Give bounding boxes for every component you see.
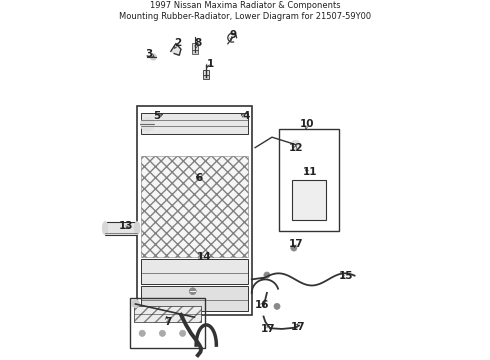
Bar <box>141 156 248 257</box>
Text: 5: 5 <box>153 111 160 121</box>
Bar <box>202 75 209 79</box>
Bar <box>141 259 248 284</box>
Text: 17: 17 <box>289 239 303 249</box>
Title: 1997 Nissan Maxima Radiator & Components
Mounting Rubber-Radiator, Lower Diagram: 1997 Nissan Maxima Radiator & Components… <box>119 1 371 21</box>
Text: 1: 1 <box>207 59 214 69</box>
Circle shape <box>264 272 270 278</box>
Circle shape <box>180 330 186 336</box>
Text: 6: 6 <box>196 173 203 183</box>
Bar <box>292 180 326 220</box>
Bar <box>193 50 198 54</box>
Bar <box>141 113 248 135</box>
Text: 4: 4 <box>243 111 250 121</box>
Ellipse shape <box>102 222 108 235</box>
Polygon shape <box>171 44 181 55</box>
Bar <box>279 130 340 230</box>
Bar <box>137 106 252 315</box>
Text: 2: 2 <box>174 39 181 49</box>
Circle shape <box>131 300 140 307</box>
Text: 13: 13 <box>119 221 134 231</box>
Circle shape <box>159 330 166 336</box>
Text: 16: 16 <box>255 300 270 310</box>
Circle shape <box>141 118 154 131</box>
Circle shape <box>291 245 297 251</box>
Text: 10: 10 <box>300 120 315 129</box>
Bar <box>193 44 198 50</box>
Circle shape <box>150 54 156 60</box>
Text: 15: 15 <box>339 271 353 282</box>
Text: 9: 9 <box>230 30 237 40</box>
Ellipse shape <box>134 222 140 235</box>
Text: 14: 14 <box>197 252 212 262</box>
Text: 3: 3 <box>146 49 152 59</box>
Bar <box>134 306 201 322</box>
Circle shape <box>274 303 280 309</box>
Circle shape <box>190 288 196 294</box>
Text: 17: 17 <box>261 324 275 334</box>
Circle shape <box>139 330 145 336</box>
Circle shape <box>291 140 300 149</box>
Bar <box>202 70 209 75</box>
Text: 12: 12 <box>289 143 303 153</box>
Text: 11: 11 <box>302 167 317 176</box>
Text: 7: 7 <box>164 316 171 327</box>
Bar <box>130 298 204 348</box>
Text: 17: 17 <box>291 322 306 332</box>
Bar <box>134 306 201 322</box>
Text: 8: 8 <box>194 39 201 49</box>
Bar <box>141 286 248 311</box>
Bar <box>105 222 137 235</box>
